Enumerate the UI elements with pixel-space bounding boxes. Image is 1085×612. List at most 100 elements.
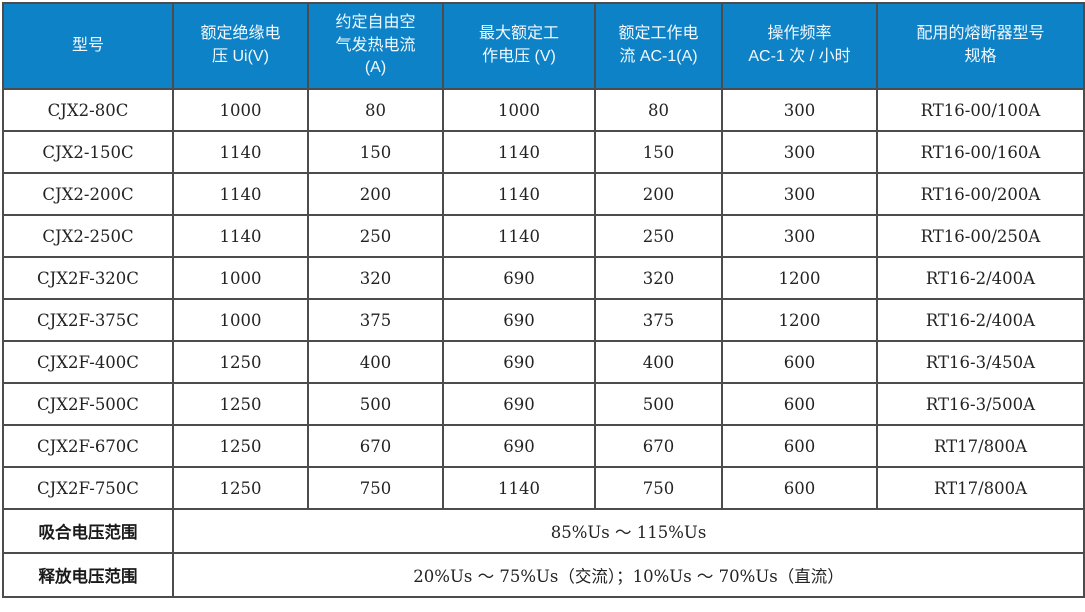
table-row: CJX2-150C 1140 150 1140 150 300 RT16-00/… <box>2 130 1085 174</box>
table-row: CJX2F-670C 1250 670 690 670 600 RT17/800… <box>2 424 1085 468</box>
table-cell: 670 <box>307 424 444 468</box>
header-cell-fuse-spec: 配用的熔断器型号 规格 <box>876 2 1085 90</box>
pickup-voltage-row: 吸合电压范围 85%Us ～ 115%Us <box>2 508 1085 554</box>
table-cell: 1200 <box>721 256 878 300</box>
header-cell-max-working-voltage: 最大额定工 作电压 (V) <box>442 2 596 90</box>
header-line: 最大额定工 <box>478 25 559 43</box>
table-cell: 375 <box>307 298 444 342</box>
table-cell: 300 <box>721 130 878 174</box>
table-cell: RT16-00/160A <box>876 130 1085 174</box>
table-cell: 500 <box>594 382 723 426</box>
table-cell: 250 <box>594 214 723 258</box>
table-cell: 1140 <box>442 466 596 510</box>
table-cell: 400 <box>594 340 723 384</box>
header-line: 额定工作电 <box>618 25 699 43</box>
header-line: 型号 <box>71 36 104 54</box>
table-row: CJX2-250C 1140 250 1140 250 300 RT16-00/… <box>2 214 1085 258</box>
table-cell: 1250 <box>172 466 309 510</box>
table-cell: RT16-00/100A <box>876 88 1085 132</box>
table-cell: 80 <box>307 88 444 132</box>
cell-model: CJX2F-320C <box>2 256 174 300</box>
table-cell: 1000 <box>172 256 309 300</box>
table-cell: 1250 <box>172 424 309 468</box>
table-cell: RT17/800A <box>876 466 1085 510</box>
table-cell: 600 <box>721 340 878 384</box>
table-row: CJX2F-375C 1000 375 690 375 1200 RT16-2/… <box>2 298 1085 342</box>
table-cell: 690 <box>442 256 596 300</box>
table-cell: 1000 <box>442 88 596 132</box>
table-row: CJX2-80C 1000 80 1000 80 300 RT16-00/100… <box>2 88 1085 132</box>
table-cell: 690 <box>442 424 596 468</box>
table-cell: 1140 <box>172 130 309 174</box>
contactor-spec-table: 型号 额定绝缘电 压 Ui(V) 约定自由空 气发热电流 (A) 最大额定工 作… <box>2 2 1085 598</box>
cell-model: CJX2-250C <box>2 214 174 258</box>
header-cell-model: 型号 <box>2 2 174 90</box>
header-line: 流 AC-1(A) <box>619 48 698 65</box>
table-cell: RT16-3/450A <box>876 340 1085 384</box>
header-line: (A) <box>364 59 387 77</box>
header-row: 型号 额定绝缘电 压 Ui(V) 约定自由空 气发热电流 (A) 最大额定工 作… <box>2 2 1085 90</box>
table-cell: 300 <box>721 172 878 216</box>
header-line: 作电压 (V) <box>482 48 556 65</box>
table-cell: 150 <box>594 130 723 174</box>
table-cell: 375 <box>594 298 723 342</box>
header-line: 气发热电流 <box>335 36 416 54</box>
cell-model: CJX2F-375C <box>2 298 174 342</box>
table-cell: 1250 <box>172 382 309 426</box>
table-row: CJX2-200C 1140 200 1140 200 300 RT16-00/… <box>2 172 1085 216</box>
header-cell-thermal-current: 约定自由空 气发热电流 (A) <box>307 2 444 90</box>
table-cell: 150 <box>307 130 444 174</box>
header-line: 额定绝缘电 <box>200 25 281 43</box>
table-cell: RT17/800A <box>876 424 1085 468</box>
table-cell: RT16-2/400A <box>876 256 1085 300</box>
cell-model: CJX2-200C <box>2 172 174 216</box>
table-row: CJX2F-320C 1000 320 690 320 1200 RT16-2/… <box>2 256 1085 300</box>
header-cell-operating-frequency: 操作频率 AC-1 次 / 小时 <box>721 2 878 90</box>
table-cell: 500 <box>307 382 444 426</box>
table-row: CJX2F-400C 1250 400 690 400 600 RT16-3/4… <box>2 340 1085 384</box>
header-line: 约定自由空 <box>335 13 416 31</box>
cell-model: CJX2-80C <box>2 88 174 132</box>
table-cell: RT16-00/200A <box>876 172 1085 216</box>
table-cell: 690 <box>442 298 596 342</box>
table-cell: 80 <box>594 88 723 132</box>
table-cell: 1140 <box>442 214 596 258</box>
cell-model: CJX2-150C <box>2 130 174 174</box>
table-cell: RT16-2/400A <box>876 298 1085 342</box>
pickup-voltage-label: 吸合电压范围 <box>2 508 174 554</box>
cell-model: CJX2F-500C <box>2 382 174 426</box>
release-voltage-row: 释放电压范围 20%Us ～ 75%Us（交流）；10%Us ～ 70%Us（直… <box>2 552 1085 598</box>
cell-model: CJX2F-750C <box>2 466 174 510</box>
table-cell: 600 <box>721 382 878 426</box>
table-cell: 1140 <box>442 130 596 174</box>
cell-model: CJX2F-670C <box>2 424 174 468</box>
release-voltage-value: 20%Us ～ 75%Us（交流）；10%Us ～ 70%Us（直流） <box>172 552 1085 598</box>
table-cell: 1140 <box>442 172 596 216</box>
table-cell: RT16-00/250A <box>876 214 1085 258</box>
table-cell: 750 <box>594 466 723 510</box>
table-cell: 600 <box>721 466 878 510</box>
table-cell: 690 <box>442 382 596 426</box>
header-cell-working-current: 额定工作电 流 AC-1(A) <box>594 2 723 90</box>
table-cell: 690 <box>442 340 596 384</box>
table-row: CJX2F-750C 1250 750 1140 750 600 RT17/80… <box>2 466 1085 510</box>
header-cell-insulation-voltage: 额定绝缘电 压 Ui(V) <box>172 2 309 90</box>
header-line: 规格 <box>964 48 997 65</box>
table-cell: 320 <box>594 256 723 300</box>
table-cell: 1250 <box>172 340 309 384</box>
table-cell: RT16-3/500A <box>876 382 1085 426</box>
header-line: 操作频率 <box>767 25 832 43</box>
table-cell: 300 <box>721 214 878 258</box>
table-cell: 600 <box>721 424 878 468</box>
header-line: 压 Ui(V) <box>212 48 269 65</box>
table-cell: 1140 <box>172 172 309 216</box>
table-cell: 300 <box>721 88 878 132</box>
cell-model: CJX2F-400C <box>2 340 174 384</box>
table-cell: 1200 <box>721 298 878 342</box>
table-cell: 200 <box>307 172 444 216</box>
table-cell: 250 <box>307 214 444 258</box>
table-cell: 320 <box>307 256 444 300</box>
table-cell: 1000 <box>172 298 309 342</box>
table-cell: 1000 <box>172 88 309 132</box>
